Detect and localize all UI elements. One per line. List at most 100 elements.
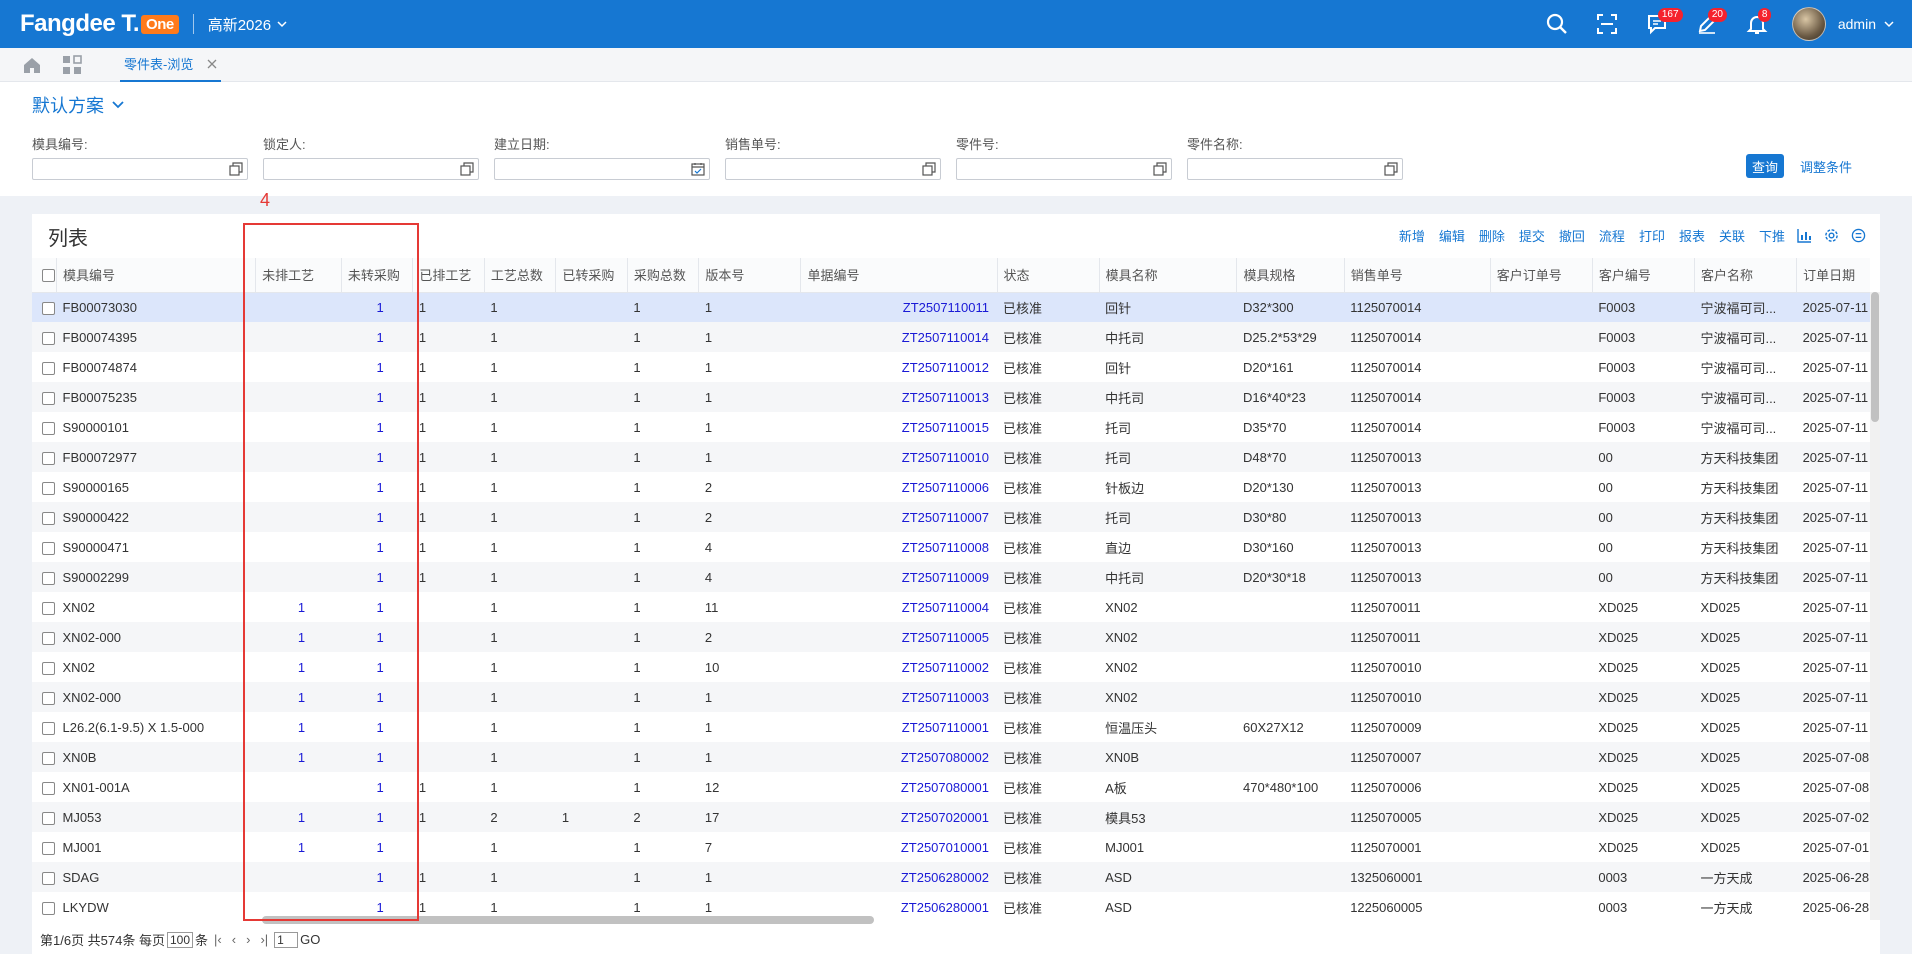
table-cell[interactable]: 1 [376,719,384,735]
table-row[interactable]: L26.2(6.1-9.5) X 1.5-000 1 1 1 1 1 ZT250711000… [32,712,1870,742]
todo-button[interactable]: 20 [1682,0,1732,48]
table-cell[interactable]: 1 [297,659,306,675]
table-row[interactable]: XN02-000 1 1 1 1 2 ZT2507110005 已核准 XN02 11250700… [32,622,1870,652]
row-checkbox[interactable] [32,382,57,412]
table-cell[interactable]: ZT2507110015 [901,419,990,435]
part-no-input[interactable] [956,158,1172,180]
table-row[interactable]: S90000101 1 1 1 1 1 ZT2507110015 已核准 托司 D35*70 112… [32,412,1870,442]
col-header[interactable]: 工艺总数 [484,258,557,293]
table-row[interactable]: FB00073030 1 1 1 1 1 ZT2507110011 已核准 回针 D32*300 1… [32,292,1870,322]
page-number-input[interactable]: 1 [274,931,299,948]
avatar[interactable] [1791,7,1826,41]
row-checkbox[interactable] [32,592,57,622]
row-checkbox[interactable] [32,442,57,472]
table-cell[interactable]: ZT2507110005 [800,622,998,652]
table-cell[interactable]: 1 [341,292,413,322]
table-cell[interactable]: ZT2507110010 [800,442,998,472]
chevron-down-icon[interactable] [1884,19,1894,29]
table-cell[interactable]: 1 [376,419,384,435]
scroll-thumb[interactable] [1871,292,1879,422]
col-header[interactable]: 版本号 [698,258,802,293]
row-checkbox[interactable] [32,472,57,502]
table-cell[interactable]: 1 [376,839,384,855]
select-all-checkbox[interactable] [32,258,57,293]
table-row[interactable]: XN02-000 1 1 1 1 1 ZT2507110003 已核准 XN02 11250700… [32,682,1870,712]
table-cell[interactable]: ZT2507110004 [901,599,990,615]
table-cell[interactable]: ZT2507110007 [800,502,998,532]
col-header[interactable]: 模具名称 [1099,258,1238,293]
table-row[interactable]: XN0B 1 1 1 1 1 ZT2507080002 已核准 XN0B 1125070007 XD… [32,742,1870,772]
table-cell[interactable]: 1 [376,539,384,555]
lookup-icon[interactable] [460,162,474,176]
apps-button[interactable] [52,48,92,82]
sales-no-input[interactable] [725,158,941,180]
row-checkbox[interactable] [32,832,57,862]
adjust-conditions-button[interactable]: 调整条件 [1800,159,1853,175]
table-row[interactable]: S90002299 1 1 1 1 4 ZT2507110009 已核准 中托司 D20*30*1… [32,562,1870,592]
company-selector[interactable]: 高新2026 [208,14,287,35]
table-cell[interactable]: ZT2507110009 [800,562,998,592]
col-header[interactable]: 订单日期 [1796,258,1870,293]
table-row[interactable]: FB00075235 1 1 1 1 1 ZT2507110013 已核准 中托司 D16*40*… [32,382,1870,412]
column-config-button[interactable] [1851,228,1866,243]
chart-button[interactable] [1797,228,1812,243]
vertical-scrollbar[interactable] [1870,292,1880,920]
report-button[interactable]: 报表 [1678,229,1705,244]
create-date-input[interactable] [494,158,710,180]
print-button[interactable]: 打印 [1638,229,1665,244]
table-row[interactable]: S90000165 1 1 1 1 2 ZT2507110006 已核准 针板边 D20*130 1… [32,472,1870,502]
table-row[interactable]: SDAG 1 1 1 1 1 ZT2506280002 已核准 ASD 1325060001 000… [32,862,1870,892]
table-cell[interactable]: ZT2507110013 [800,382,998,412]
table-row[interactable]: XN02 1 1 1 1 10 ZT2507110002 已核准 XN02 1125070010 X… [32,652,1870,682]
table-cell[interactable]: 1 [255,802,342,832]
table-cell[interactable]: 1 [255,742,342,772]
table-cell[interactable]: 1 [376,899,384,915]
table-cell[interactable]: 1 [376,479,384,495]
table-row[interactable]: MJ001 1 1 1 1 7 ZT2507010001 已核准 MJ001 1125070001… [32,832,1870,862]
col-header[interactable]: 未转采购 [341,258,414,293]
workflow-button[interactable]: 流程 [1598,229,1625,244]
col-header[interactable]: 未排工艺 [255,258,342,293]
table-row[interactable]: MJ053 1 1 1 2 1 2 17 ZT2507020001 已核准 模具53 11250700… [32,802,1870,832]
link-button[interactable]: 关联 [1718,229,1745,244]
col-header[interactable]: 状态 [997,258,1100,293]
table-cell[interactable]: ZT2507080001 [900,779,990,795]
table-cell[interactable] [255,292,342,322]
row-checkbox[interactable] [32,892,57,920]
table-cell[interactable]: 1 [376,359,384,375]
row-checkbox[interactable] [32,712,57,742]
col-header[interactable]: 销售单号 [1344,258,1491,293]
table-cell[interactable]: 1 [376,599,384,615]
table-cell[interactable]: 1 [341,802,413,832]
table-cell[interactable]: ZT2507010001 [900,839,990,855]
mold-no-input[interactable] [32,158,248,180]
table-row[interactable]: FB00074874 1 1 1 1 1 ZT2507110012 已核准 回针 D20*161 1… [32,352,1870,382]
part-name-input[interactable] [1187,158,1403,180]
row-checkbox[interactable] [32,622,57,652]
col-header[interactable]: 已排工艺 [412,258,485,293]
row-checkbox[interactable] [32,562,57,592]
scan-button[interactable] [1582,0,1632,48]
table-cell[interactable] [255,502,342,532]
lookup-icon[interactable] [922,162,936,176]
lookup-icon[interactable] [1153,162,1167,176]
table-cell[interactable]: ZT2507110002 [901,659,990,675]
col-header[interactable]: 客户名称 [1694,258,1798,293]
tab-parts-browse[interactable]: 零件表-浏览 [120,48,222,82]
go-button[interactable]: GO [300,932,321,947]
table-cell[interactable]: 1 [341,562,413,592]
table-cell[interactable]: 1 [297,599,306,615]
table-cell[interactable]: ZT2507110001 [901,719,990,735]
next-page-icon[interactable]: › [246,932,251,947]
table-cell[interactable]: 1 [341,502,413,532]
settings-button[interactable] [1824,228,1839,243]
table-cell[interactable]: 1 [341,862,413,892]
row-checkbox[interactable] [32,532,57,562]
row-checkbox[interactable] [32,292,57,322]
col-header[interactable]: 模具编号 [56,258,257,293]
table-cell[interactable]: 1 [376,659,384,675]
row-checkbox[interactable] [32,682,57,712]
prev-page-icon[interactable]: ‹ [231,932,237,947]
table-cell[interactable]: ZT2507110008 [901,539,990,555]
table-cell[interactable] [255,322,342,352]
